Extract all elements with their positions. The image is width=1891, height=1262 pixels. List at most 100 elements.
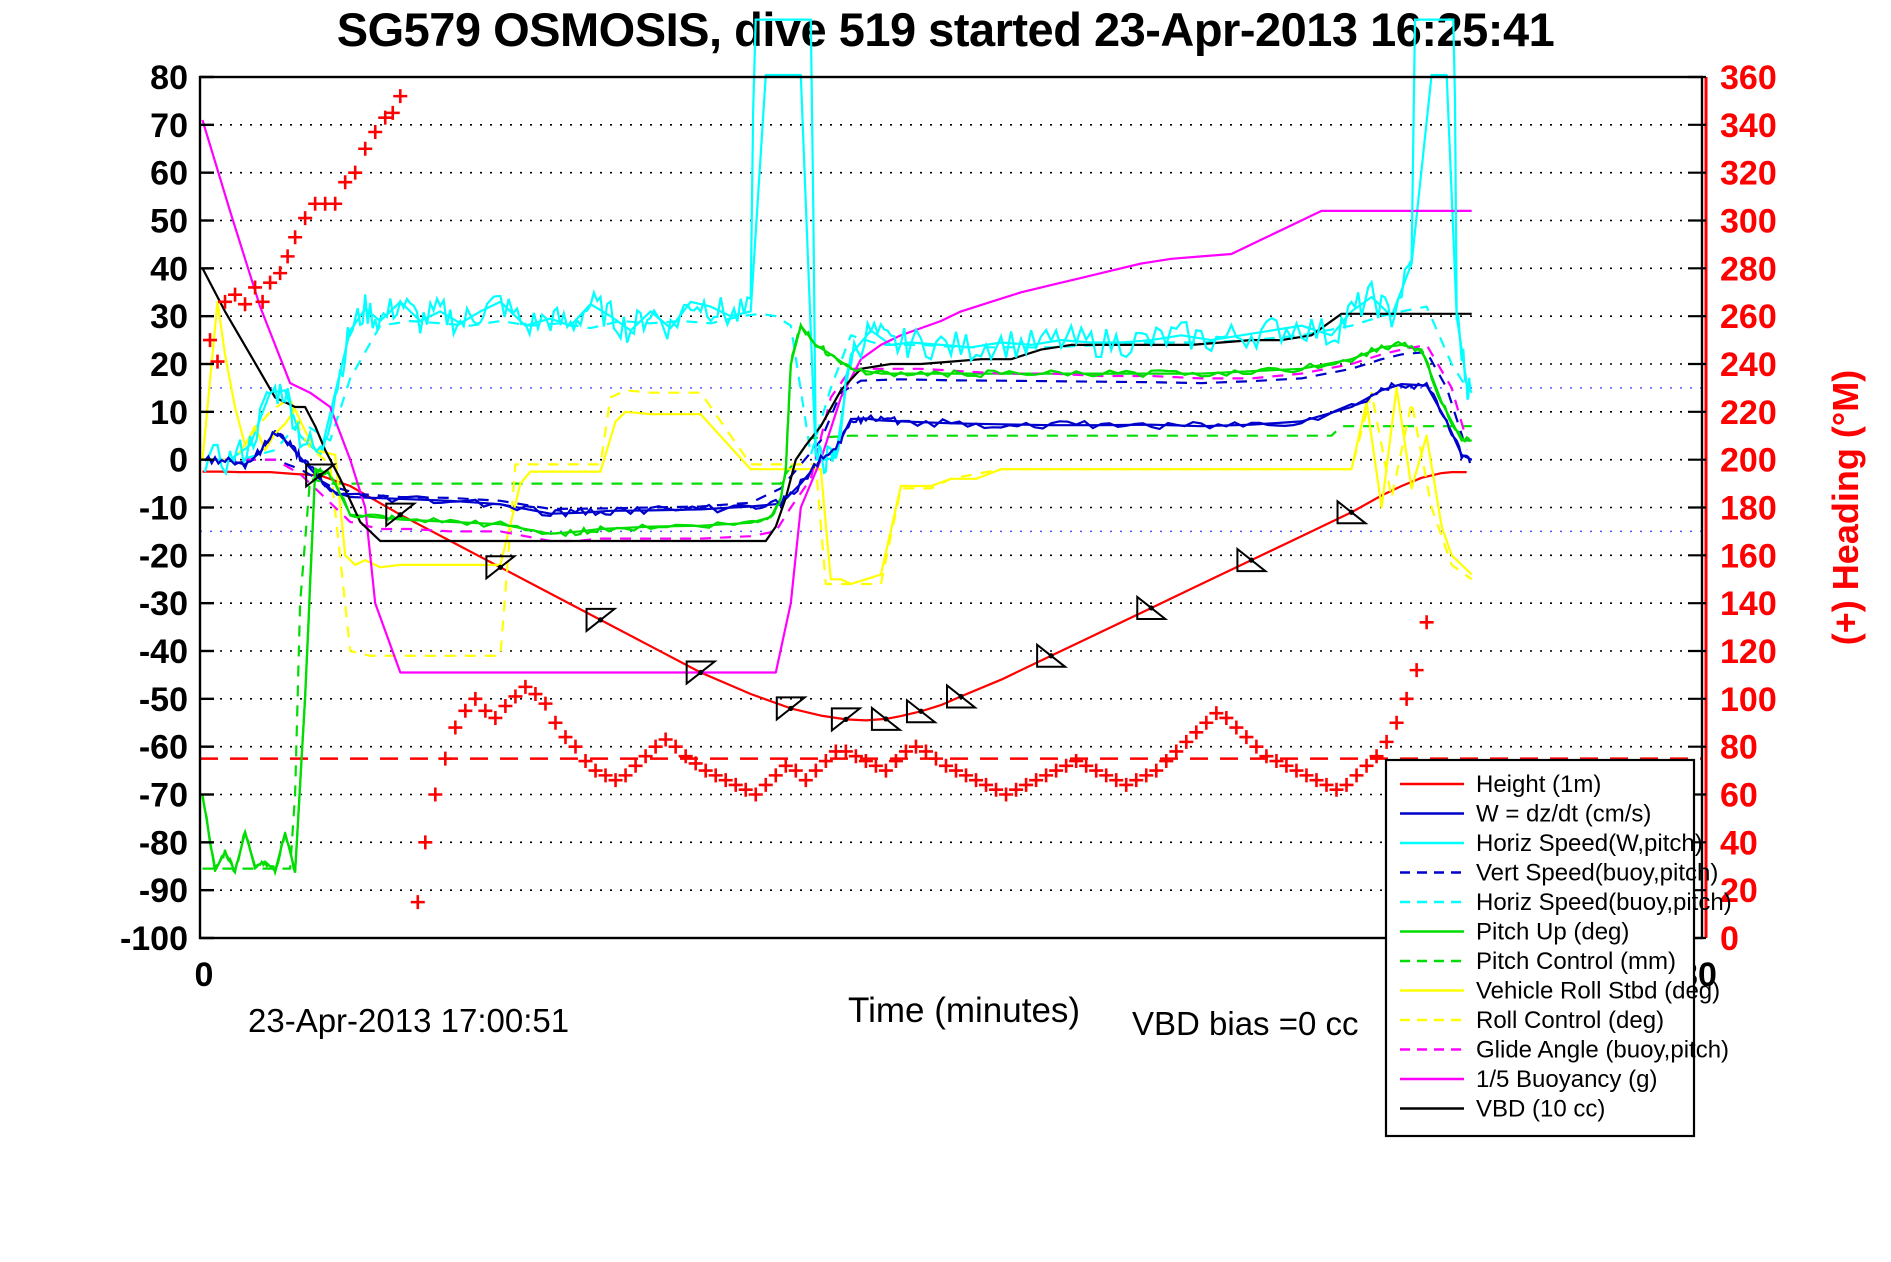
heading-point: [428, 787, 443, 802]
heading-point: [1399, 691, 1414, 706]
x-tick-label: 0: [195, 956, 214, 994]
heading-point: [728, 777, 743, 792]
heading-point: [628, 758, 643, 773]
heading-point: [263, 275, 278, 290]
heading-point: [478, 703, 493, 718]
heading-point: [1139, 768, 1154, 783]
heading-point: [438, 751, 453, 766]
heading-point: [688, 756, 703, 771]
heading-point: [1259, 749, 1274, 764]
heading-point: [858, 754, 873, 769]
heading-point: [818, 754, 833, 769]
heading-point: [718, 773, 733, 788]
heading-point: [1029, 773, 1044, 788]
heading-point: [748, 787, 763, 802]
heading-point: [1319, 777, 1334, 792]
heading-point: [538, 696, 553, 711]
heading-point: [1179, 734, 1194, 749]
left-tick-label: -30: [139, 585, 188, 623]
right-tick-label: 340: [1720, 107, 1777, 145]
heading-point: [1419, 615, 1434, 630]
heading-point: [1199, 715, 1214, 730]
heading-point: [979, 777, 994, 792]
right-tick-label: 40: [1720, 824, 1758, 862]
heading-point: [838, 744, 853, 759]
heading-point: [1119, 777, 1134, 792]
heading-point: [1169, 744, 1184, 759]
series-line-0: [202, 470, 1467, 722]
left-tick-label: 60: [150, 155, 188, 193]
heading-point: [498, 699, 513, 714]
heading-point: [1229, 720, 1244, 735]
legend-label-7: Vehicle Roll Stbd (deg): [1476, 978, 1720, 1005]
heading-point: [1349, 768, 1364, 783]
right-tick-label: 20: [1720, 872, 1758, 910]
marker-dot: [843, 716, 849, 723]
heading-point: [868, 758, 883, 773]
heading-point: [385, 105, 400, 120]
right-tick-label: 240: [1720, 346, 1777, 384]
heading-point: [288, 230, 303, 245]
series-line-3: [205, 350, 1468, 510]
marker-dot: [918, 708, 924, 714]
left-tick-label: 20: [150, 346, 188, 384]
heading-point: [778, 758, 793, 773]
right-axis-label: (+) Heading (°M): [1825, 370, 1866, 645]
heading-point: [1049, 763, 1064, 778]
heading-point: [1389, 715, 1404, 730]
series-line-9: [205, 343, 1468, 543]
heading-point: [608, 773, 623, 788]
heading-point: [758, 777, 773, 792]
heading-point: [638, 749, 653, 764]
heading-point: [668, 739, 683, 754]
marker-dot: [1148, 605, 1154, 611]
marker-dot: [1048, 653, 1054, 659]
left-tick-label: 80: [150, 59, 188, 97]
heading-point: [1009, 782, 1024, 797]
legend-label-5: Pitch Up (deg): [1476, 919, 1629, 946]
heading-point: [410, 895, 425, 910]
right-tick-label: 280: [1720, 250, 1777, 288]
heading-point: [1359, 758, 1374, 773]
legend-label-4: Horiz Speed(buoy,pitch): [1476, 889, 1732, 916]
left-tick-label: -100: [120, 920, 188, 958]
heading-point: [348, 165, 363, 180]
marker-dot: [497, 564, 503, 570]
heading-point: [368, 125, 383, 140]
heading-point: [558, 730, 573, 745]
heading-point: [658, 732, 673, 747]
heading-point: [888, 754, 903, 769]
heading-point: [1039, 768, 1054, 783]
heading-point: [280, 249, 295, 264]
left-tick-label: 0: [169, 442, 188, 480]
heading-point: [1329, 782, 1344, 797]
heading-point: [358, 141, 373, 156]
legend-label-8: Roll Control (deg): [1476, 1007, 1664, 1034]
right-tick-label: 220: [1720, 394, 1777, 432]
heading-point: [488, 710, 503, 725]
left-tick-label: -50: [139, 681, 188, 719]
heading-point: [648, 739, 663, 754]
heading-point: [1379, 734, 1394, 749]
heading-point: [1089, 763, 1104, 778]
left-tick-label: 40: [150, 250, 188, 288]
marker-dot: [958, 693, 964, 700]
heading-point: [1189, 725, 1204, 740]
heading-point: [959, 768, 974, 783]
heading-point: [378, 110, 393, 125]
right-tick-label: 320: [1720, 155, 1777, 193]
heading-point: [210, 354, 225, 369]
heading-point: [918, 744, 933, 759]
legend-label-2: Horiz Speed(W,pitch): [1476, 830, 1703, 857]
page-title: SG579 OSMOSIS, dive 519 started 23-Apr-2…: [336, 3, 1555, 56]
series-layer: [201, 18, 1473, 877]
series-line-8: [202, 389, 1473, 657]
heading-point: [1099, 768, 1114, 783]
heading-point: [1159, 754, 1174, 769]
footer-timestamp: 23-Apr-2013 17:00:51: [248, 1002, 569, 1039]
left-tick-label: 30: [150, 298, 188, 336]
right-tick-label: 160: [1720, 537, 1777, 575]
marker-dot: [1348, 509, 1355, 515]
marker-dot: [883, 716, 889, 722]
